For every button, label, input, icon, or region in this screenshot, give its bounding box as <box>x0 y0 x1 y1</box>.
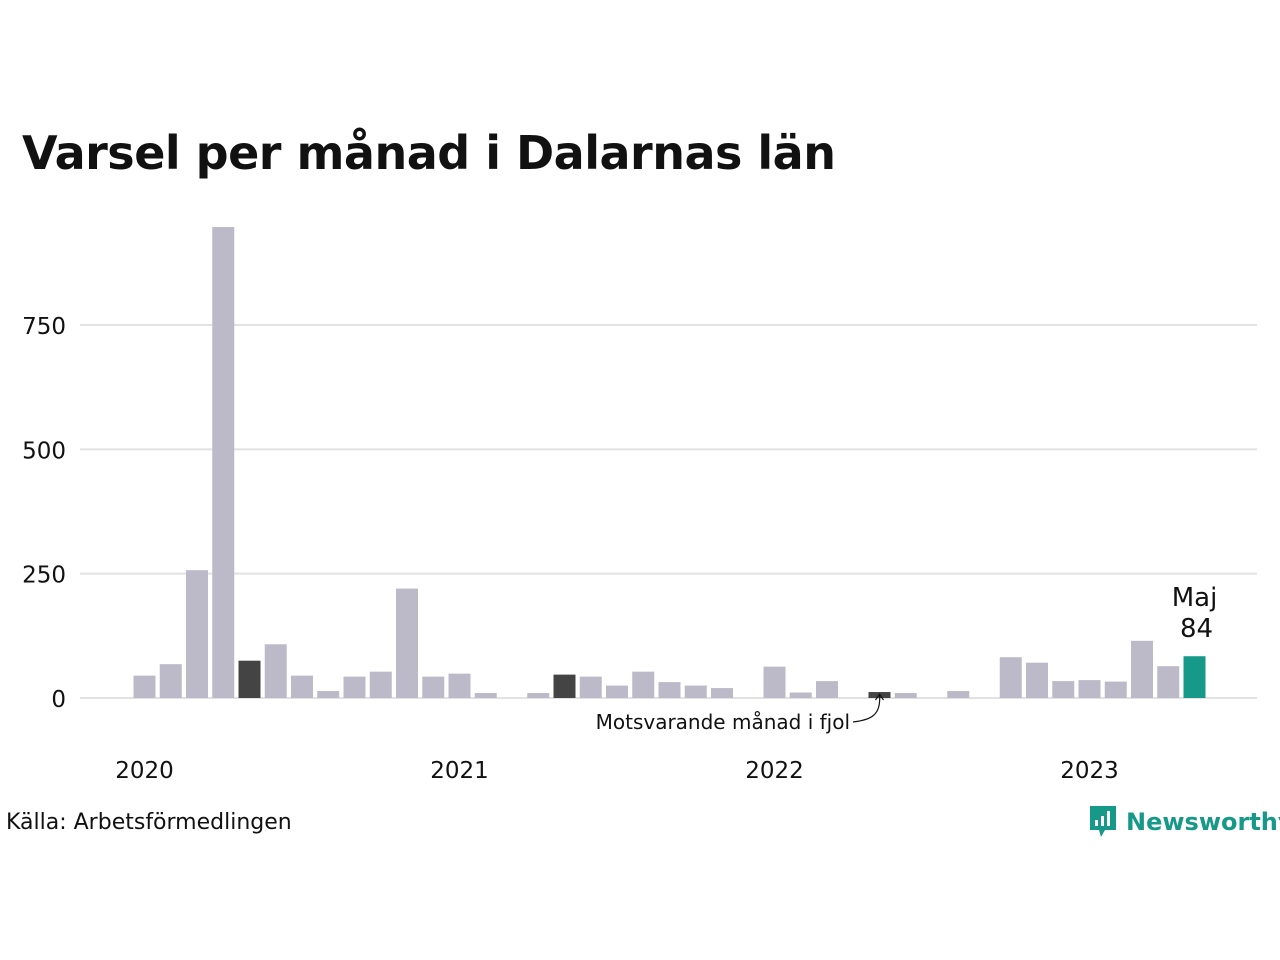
bar <box>369 671 392 698</box>
bar <box>999 657 1022 698</box>
bar <box>1157 666 1180 698</box>
annotations: Maj 84 Motsvarande månad i fjol <box>596 583 1218 734</box>
bar <box>159 664 182 698</box>
current-value-label: 84 <box>1180 614 1213 644</box>
current-month-label: Maj <box>1172 583 1218 613</box>
chart-title: Varsel per månad i Dalarnas län <box>22 126 836 180</box>
newsworthy-logo-icon <box>1090 806 1116 837</box>
bar <box>1052 681 1075 698</box>
bar <box>1026 662 1048 698</box>
bar <box>684 685 707 698</box>
bar <box>632 671 655 698</box>
comparison-arrowhead <box>875 692 884 701</box>
bar <box>212 227 235 698</box>
bar <box>947 691 970 698</box>
bar <box>711 688 733 698</box>
bar <box>448 673 471 698</box>
bar <box>606 685 628 698</box>
bar <box>658 682 681 698</box>
y-tick-label: 250 <box>22 563 66 589</box>
bar-current <box>1183 656 1206 698</box>
x-year-label: 2021 <box>430 758 489 784</box>
comparison-arrow <box>852 693 881 723</box>
bar <box>894 693 917 698</box>
bar <box>1104 681 1127 698</box>
bar <box>317 691 340 698</box>
bar <box>789 692 812 698</box>
bar <box>763 666 786 698</box>
bar-comparison <box>553 674 576 698</box>
y-tick-label: 750 <box>22 314 66 340</box>
bar <box>396 588 418 698</box>
bars <box>133 227 1206 698</box>
source-credit: Källa: Arbetsförmedlingen <box>6 810 292 835</box>
bar <box>527 693 550 698</box>
bar <box>1078 680 1101 698</box>
comparison-note: Motsvarande månad i fjol <box>596 710 850 734</box>
x-year-label: 2023 <box>1060 758 1119 784</box>
brand-logo[interactable]: Newsworthy <box>1088 804 1280 840</box>
bar <box>291 675 313 698</box>
y-tick-label: 500 <box>22 438 66 464</box>
brand-name: Newsworthy <box>1126 808 1280 836</box>
bar <box>579 676 602 698</box>
bar <box>264 644 287 698</box>
y-axis-ticks: 0 250 500 750 <box>22 314 66 713</box>
bar <box>343 676 366 698</box>
x-axis-year-labels: 2020 2021 2022 2023 <box>115 758 1119 784</box>
bar <box>422 676 445 698</box>
bar <box>816 681 838 698</box>
bar <box>1131 640 1153 698</box>
x-year-label: 2022 <box>745 758 804 784</box>
bar-comparison <box>238 660 261 698</box>
bar <box>186 570 208 698</box>
grid-lines <box>80 324 1257 699</box>
bar <box>133 675 156 698</box>
x-year-label: 2020 <box>115 758 174 784</box>
y-tick-label: 0 <box>51 687 66 713</box>
bar <box>474 693 497 698</box>
